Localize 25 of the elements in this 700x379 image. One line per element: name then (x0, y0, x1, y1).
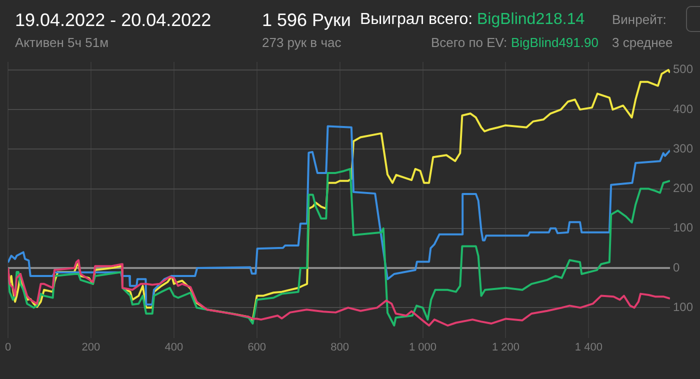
x-tick-label: 0 (4, 341, 12, 354)
text: Винрейт: (612, 12, 666, 27)
chart-title: 19.04.2022 - 20.04.2022 (15, 10, 212, 31)
y-tick-label: 100 (672, 220, 694, 235)
y-tick-label: 400 (672, 102, 694, 116)
x-tick-label: 200 (82, 341, 100, 354)
x-tick-label: 600 (248, 341, 266, 354)
x-tick-label: 400 (164, 341, 184, 354)
text: Выиграл всего: (360, 11, 473, 29)
y-tick-label: 500 (672, 62, 694, 76)
text: Всего по EV: (431, 35, 508, 50)
x-tick-label: 1 000 (409, 341, 437, 354)
text: 1 596 Руки (262, 10, 351, 31)
x-tick-label: 1 400 (574, 341, 602, 354)
chart-subtitle: Активен 5ч 51м (15, 35, 109, 50)
text: BigBlind491.90 (511, 35, 598, 50)
y-tick-label: 300 (672, 141, 694, 156)
x-tick-label: 800 (330, 341, 349, 354)
text: BigBlind218.14 (477, 11, 585, 29)
x-tick-label: 1 200 (492, 341, 520, 354)
y-tick-label: 100 (672, 300, 694, 314)
y-tick-label: 0 (672, 260, 680, 274)
text: 3 среднее (612, 35, 673, 50)
text: 273 рук в час (262, 35, 342, 50)
y-tick-label: 200 (672, 181, 694, 196)
